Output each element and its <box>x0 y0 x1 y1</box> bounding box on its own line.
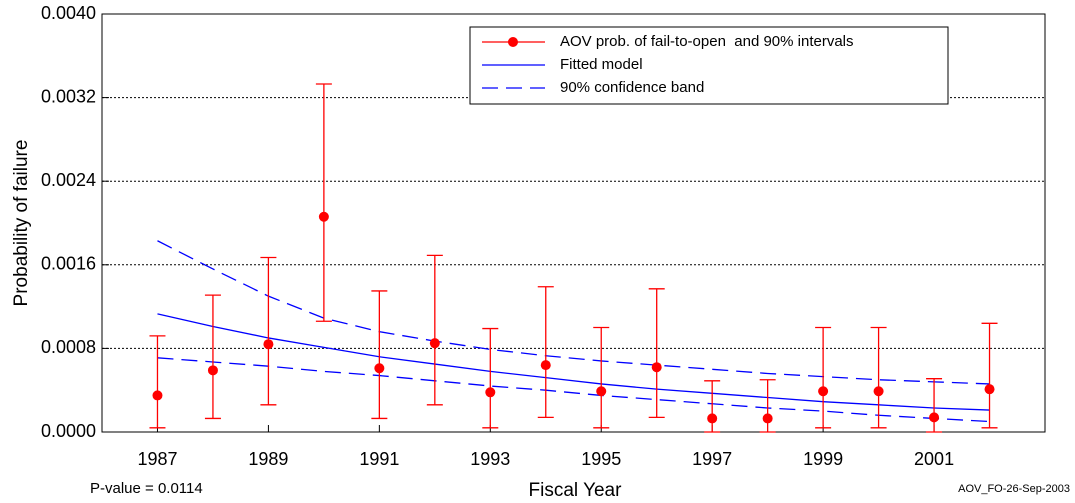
legend-label: AOV prob. of fail-to-open and 90% interv… <box>560 33 854 50</box>
data-point <box>818 386 829 397</box>
x-tick-label: 1997 <box>692 449 732 469</box>
p-value-note: P-value = 0.0114 <box>90 480 203 497</box>
y-tick-label: 0.0040 <box>41 3 96 23</box>
data-point <box>651 362 662 373</box>
x-tick-label: 1993 <box>470 449 510 469</box>
y-tick-label: 0.0000 <box>41 421 96 441</box>
x-axis-label: Fiscal Year <box>529 480 623 501</box>
legend-label: 90% confidence band <box>560 79 704 96</box>
x-tick-label: 2001 <box>914 449 954 469</box>
data-point <box>318 211 329 222</box>
series-line <box>157 240 990 385</box>
y-axis-label: Probability of failure <box>11 140 32 307</box>
data-point <box>707 413 718 424</box>
legend-label: Fitted model <box>560 56 643 73</box>
plot-frame <box>101 13 1046 433</box>
data-point <box>596 386 607 397</box>
x-tick-label: 1991 <box>359 449 399 469</box>
x-tick-label: 1999 <box>803 449 843 469</box>
data-point <box>207 365 218 376</box>
data-point <box>929 412 940 423</box>
y-tick-label: 0.0024 <box>41 170 96 190</box>
x-tick-label: 1989 <box>248 449 288 469</box>
y-tick-label: 0.0008 <box>41 337 96 357</box>
data-point <box>485 387 496 398</box>
series-line <box>157 357 990 423</box>
y-tick-label: 0.0016 <box>41 254 96 274</box>
legend-marker <box>508 37 518 47</box>
data-point <box>374 363 385 374</box>
x-tick-label: 1995 <box>581 449 621 469</box>
data-point <box>429 338 440 349</box>
data-point <box>152 390 163 401</box>
data-point <box>873 386 884 397</box>
legend-box <box>469 26 949 105</box>
x-tick-label: 1987 <box>137 449 177 469</box>
data-point <box>762 413 773 424</box>
data-point <box>263 339 274 350</box>
series-line <box>157 313 990 411</box>
y-tick-label: 0.0032 <box>41 86 96 106</box>
data-point <box>540 360 551 371</box>
source-note: AOV_FO-26-Sep-2003 <box>958 483 1070 495</box>
data-point <box>984 384 995 395</box>
